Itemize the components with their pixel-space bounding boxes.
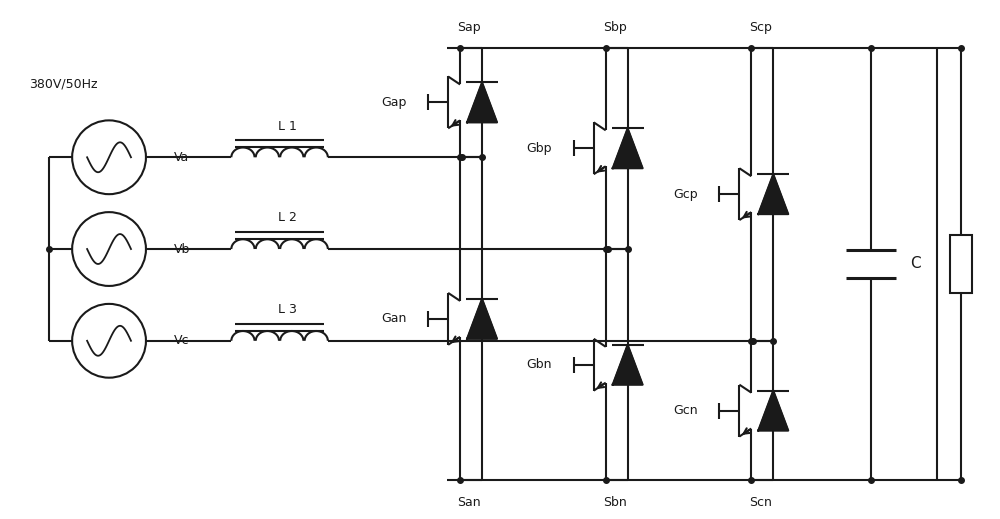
- Text: L 2: L 2: [278, 211, 297, 224]
- Polygon shape: [613, 345, 643, 385]
- Polygon shape: [467, 83, 497, 122]
- Text: L 3: L 3: [278, 303, 297, 316]
- Text: Va: Va: [174, 151, 189, 164]
- Polygon shape: [758, 391, 788, 431]
- Text: Gan: Gan: [381, 312, 406, 325]
- Text: Vb: Vb: [174, 242, 190, 255]
- Text: C: C: [911, 256, 921, 271]
- Text: Vc: Vc: [174, 334, 189, 347]
- Text: Sap: Sap: [457, 21, 481, 34]
- Text: Gbp: Gbp: [526, 142, 552, 155]
- Text: Gbn: Gbn: [526, 358, 552, 371]
- Text: Gcn: Gcn: [673, 404, 697, 417]
- Text: San: San: [457, 496, 481, 509]
- Polygon shape: [613, 128, 643, 168]
- Text: L 1: L 1: [278, 119, 297, 132]
- Text: Gcp: Gcp: [673, 188, 697, 201]
- Bar: [950, 235, 972, 293]
- Text: Scp: Scp: [749, 21, 772, 34]
- Text: Sbn: Sbn: [603, 496, 627, 509]
- Polygon shape: [467, 299, 497, 339]
- Text: Gap: Gap: [381, 96, 406, 109]
- Polygon shape: [758, 174, 788, 214]
- Text: Sbp: Sbp: [603, 21, 627, 34]
- Text: Scn: Scn: [749, 496, 772, 509]
- Text: 380V/50Hz: 380V/50Hz: [29, 78, 98, 91]
